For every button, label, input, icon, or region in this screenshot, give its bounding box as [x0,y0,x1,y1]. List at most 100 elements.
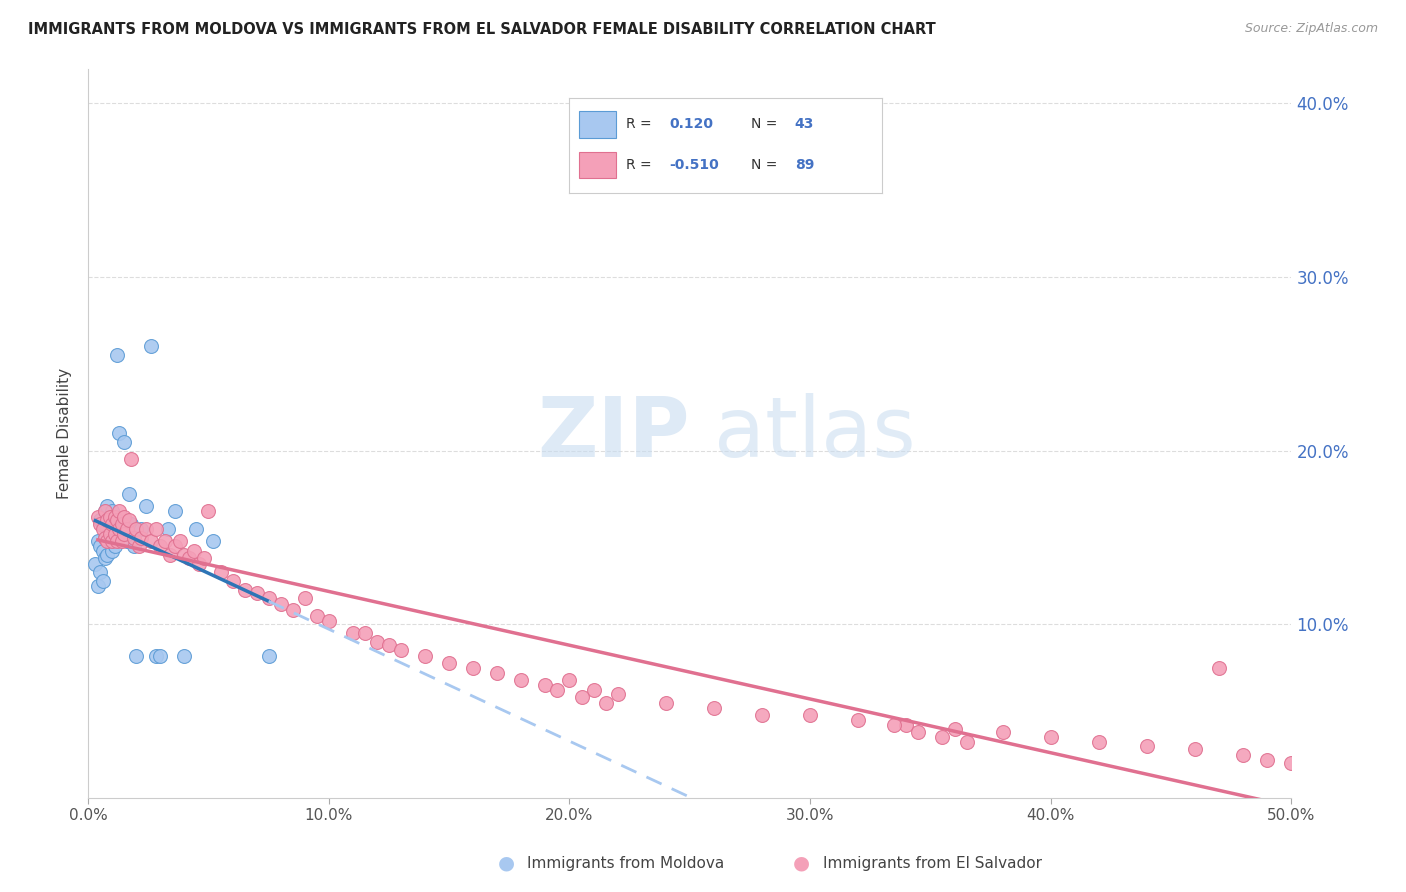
Point [1256,753,1278,767]
Point [846,713,869,727]
Point [87,533,110,548]
Point [125,522,148,536]
Point [139,533,162,548]
Point [546,683,568,698]
Point [89,513,111,527]
Point [510,673,533,687]
Point [281,603,304,617]
Point [112,527,135,541]
Point [98,509,121,524]
Point [89,566,111,580]
Point [955,735,977,749]
Point [145,648,167,663]
Point [342,626,364,640]
Point [115,522,138,536]
Point [534,678,557,692]
Point [89,516,111,531]
Point [121,516,143,531]
Point [105,513,128,527]
Point [128,539,150,553]
Point [84,557,107,571]
Point [571,690,593,705]
Point [91,522,114,536]
Point [105,513,128,527]
Point [104,516,127,531]
Point [595,696,617,710]
Point [94,531,117,545]
Point [413,648,436,663]
Point [233,582,256,597]
Point [366,634,388,648]
Point [122,531,145,545]
Point [94,551,117,566]
Point [101,516,124,531]
Point [943,722,966,736]
Point [108,522,131,536]
Point [98,533,121,548]
Point [486,665,509,680]
Point [89,539,111,553]
Point [139,339,162,353]
Point [883,718,905,732]
Point [1039,731,1062,745]
Point [111,533,134,548]
Point [98,527,121,541]
Point [209,566,232,580]
Point [179,551,201,566]
Point [94,504,117,518]
Point [108,426,131,441]
Point [111,516,134,531]
Point [463,661,485,675]
Point [1208,661,1230,675]
Point [149,648,172,663]
Point [354,626,377,640]
Point [896,718,918,732]
Point [94,504,117,518]
Point [101,533,124,548]
Point [187,557,209,571]
Point [173,548,195,562]
Point [606,687,628,701]
Point [91,544,114,558]
Text: ZIP: ZIP [537,392,690,474]
Point [257,591,280,606]
Text: ●: ● [498,854,515,873]
Text: atlas: atlas [714,392,915,474]
Point [1184,742,1206,756]
Point [186,522,208,536]
Point [318,614,340,628]
Point [104,527,127,541]
Point [193,551,215,566]
Point [163,539,186,553]
Point [108,504,131,518]
Point [112,509,135,524]
Point [991,725,1014,739]
Point [159,548,181,562]
Point [169,533,191,548]
Point [378,638,401,652]
Point [799,707,821,722]
Point [96,533,118,548]
Point [105,348,128,362]
Point [118,513,141,527]
Point [101,544,124,558]
Point [654,696,676,710]
Point [96,513,118,527]
Point [153,533,176,548]
Point [98,509,121,524]
Point [96,522,118,536]
Y-axis label: Female Disability: Female Disability [58,368,72,499]
Text: ●: ● [793,854,810,873]
Point [907,725,929,739]
Point [87,579,110,593]
Point [149,539,172,553]
Point [558,673,581,687]
Point [111,522,134,536]
Point [1232,747,1254,762]
Point [135,500,157,514]
Point [1136,739,1159,753]
Point [105,533,128,548]
Text: Immigrants from Moldova: Immigrants from Moldova [527,856,724,871]
Point [270,597,292,611]
Point [129,531,152,545]
